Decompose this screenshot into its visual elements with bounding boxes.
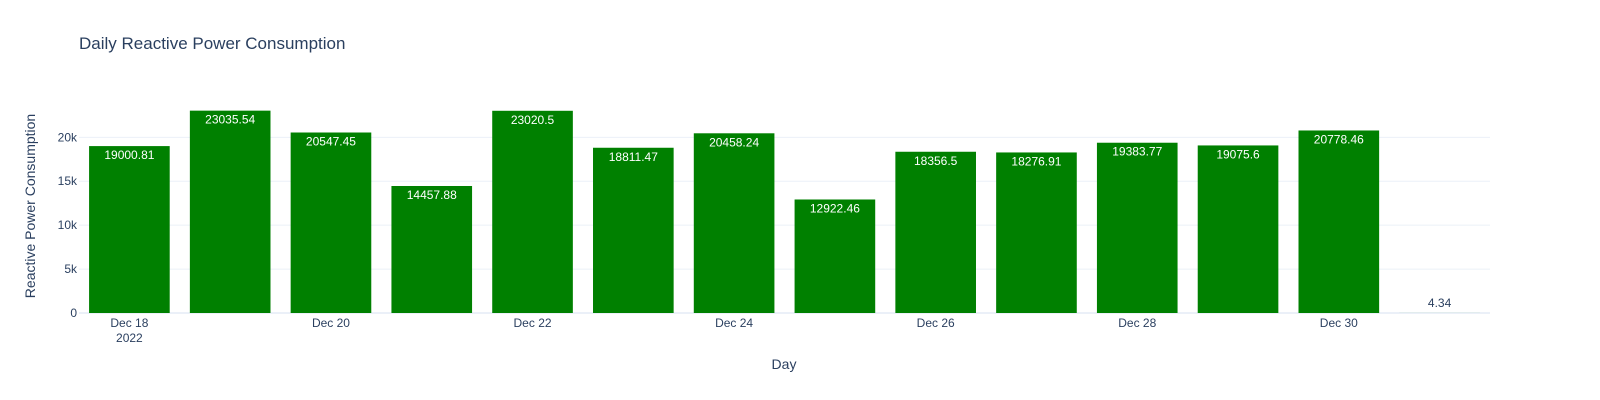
bar-data-label: 20778.46	[1314, 132, 1364, 146]
bar-data-label: 19000.81	[104, 148, 154, 162]
y-tick-label: 10k	[58, 218, 78, 232]
bar-data-label: 23035.54	[205, 113, 255, 127]
bar[interactable]	[89, 146, 170, 313]
y-tick-label: 20k	[58, 130, 78, 144]
x-tick-sublabel: 2022	[116, 331, 143, 345]
x-tick-label: Dec 20	[312, 316, 350, 330]
bar[interactable]	[189, 110, 271, 313]
y-tick-label: 5k	[64, 262, 78, 276]
bar-data-label: 14457.88	[407, 188, 457, 202]
x-tick-label: Dec 26	[917, 316, 955, 330]
x-tick-label: Dec 18	[110, 316, 148, 330]
bar-data-label: 18276.91	[1011, 154, 1061, 168]
bar-data-label: 20458.24	[709, 135, 759, 149]
bar-data-label: 18356.5	[914, 154, 958, 168]
y-tick-label: 15k	[58, 174, 78, 188]
bar-data-label: 4.34	[1428, 296, 1452, 310]
bar[interactable]	[1197, 145, 1279, 313]
x-tick-label: Dec 24	[715, 316, 753, 330]
bar-data-label: 23020.5	[511, 113, 555, 127]
bar-data-label: 19075.6	[1216, 147, 1260, 161]
bar-labels: 19000.81 23035.54 20547.45 14457.88 23020.5 1…	[104, 113, 1451, 310]
bar[interactable]	[1298, 130, 1380, 313]
x-tick-label: Dec 28	[1118, 316, 1156, 330]
x-tick-label: Dec 30	[1320, 316, 1358, 330]
bar[interactable]	[895, 151, 976, 313]
bar-data-label: 18811.47	[609, 150, 658, 164]
x-tick-label: Dec 22	[514, 316, 552, 330]
bar[interactable]	[794, 199, 876, 313]
bar[interactable]	[593, 147, 674, 313]
y-axis-title: Reactive Power Consumption	[22, 114, 38, 298]
bar[interactable]	[996, 152, 1077, 313]
bars	[89, 110, 1480, 313]
bar[interactable]	[1096, 142, 1178, 313]
bar[interactable]	[693, 133, 775, 313]
bar[interactable]	[492, 110, 573, 313]
chart-title: Daily Reactive Power Consumption	[79, 34, 345, 53]
bar-data-label: 20547.45	[306, 135, 356, 149]
bar-data-label: 12922.46	[810, 201, 860, 215]
x-axis-title: Day	[772, 356, 797, 372]
y-tick-label: 0	[70, 306, 77, 320]
bar[interactable]	[290, 132, 372, 313]
bar[interactable]	[391, 185, 473, 313]
bar-data-label: 19383.77	[1112, 145, 1162, 159]
y-axis-ticks: 0 5k 10k 15k 20k	[58, 130, 78, 320]
